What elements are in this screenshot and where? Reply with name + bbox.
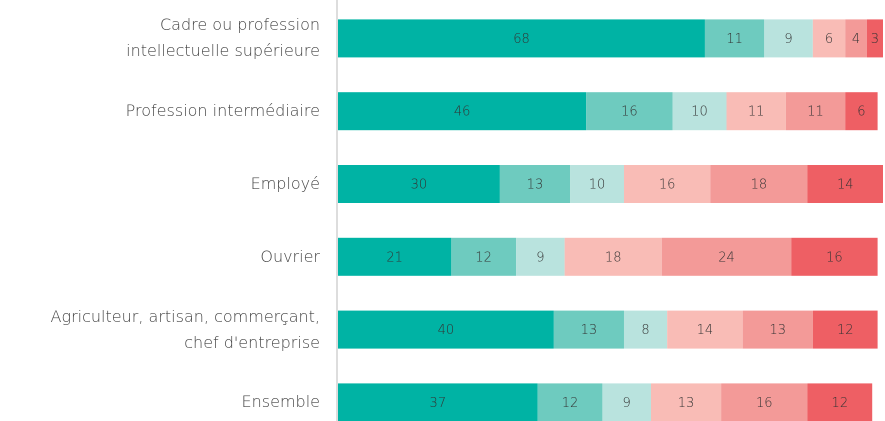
bar-segment <box>807 165 883 203</box>
value-label: 46 <box>454 105 471 120</box>
value-label: 11 <box>726 32 743 47</box>
value-label: 68 <box>513 32 530 47</box>
value-label: 21 <box>386 250 403 265</box>
bar-segment <box>812 19 846 58</box>
bar-segment <box>570 165 624 203</box>
category-label: Cadre ou profession intellectuelle supér… <box>126 15 320 61</box>
bar-segment <box>807 383 873 421</box>
value-label: 6 <box>825 32 833 47</box>
bar-segment <box>499 165 571 203</box>
bar-segment <box>672 92 727 131</box>
bar-segment <box>338 383 538 421</box>
value-label: 13 <box>678 396 695 411</box>
category-label: Agriculteur, artisan, commerçant, chef d… <box>50 306 320 352</box>
bar-segment <box>537 383 603 421</box>
value-label: 13 <box>770 323 787 338</box>
bar-segment <box>338 165 500 203</box>
value-label: 9 <box>536 250 544 265</box>
value-label: 3 <box>871 32 879 47</box>
value-label: 40 <box>438 323 455 338</box>
bar-segment <box>785 92 846 131</box>
bar-segment <box>845 92 878 131</box>
value-label: 11 <box>748 105 765 120</box>
value-label: 12 <box>475 250 492 265</box>
bar-segment <box>710 165 808 203</box>
value-label: 16 <box>621 105 638 120</box>
bar-segment <box>338 237 452 276</box>
bar-segment <box>650 383 722 421</box>
value-label: 24 <box>718 250 735 265</box>
value-label: 10 <box>691 105 708 120</box>
value-label: 18 <box>605 250 622 265</box>
bar-segment <box>742 310 813 349</box>
bar-segment <box>338 19 705 58</box>
value-label: 9 <box>784 32 792 47</box>
bar-segment <box>866 19 883 58</box>
bar-segment <box>338 92 587 131</box>
bar-segment <box>845 19 867 58</box>
bar-segment <box>338 310 554 349</box>
bar-segment <box>791 237 878 276</box>
bar-segment <box>602 383 651 421</box>
bar-segment <box>661 237 792 276</box>
bar-segment <box>704 19 765 58</box>
bar-segment <box>726 92 786 131</box>
bar-segment <box>451 237 517 276</box>
value-label: 13 <box>527 178 544 193</box>
value-label: 16 <box>756 396 773 411</box>
category-label: Employé <box>250 174 320 193</box>
value-label: 12 <box>832 396 849 411</box>
value-label: 18 <box>751 178 768 193</box>
bar-segment <box>553 310 624 349</box>
value-label: 9 <box>623 396 631 411</box>
category-label: Ouvrier <box>260 246 320 266</box>
value-label: 14 <box>837 178 854 193</box>
bar-segment <box>667 310 743 349</box>
category-label: Profession intermédiaire <box>125 101 320 121</box>
value-label: 16 <box>826 250 843 265</box>
value-label: 8 <box>641 323 649 338</box>
bar-segment <box>564 237 662 276</box>
value-label: 10 <box>589 178 606 193</box>
value-label: 4 <box>852 32 860 47</box>
value-label: 6 <box>857 105 865 120</box>
bar-segment <box>812 310 878 349</box>
value-label: 13 <box>581 323 598 338</box>
bar-segment <box>623 165 711 203</box>
bar-segment <box>764 19 813 58</box>
value-label: 14 <box>697 323 714 338</box>
category-label: Ensemble <box>241 392 320 412</box>
value-label: 12 <box>837 323 854 338</box>
bar-segment <box>721 383 808 421</box>
value-label: 37 <box>430 396 447 411</box>
bar-segment <box>516 237 565 276</box>
value-label: 16 <box>659 178 676 193</box>
value-label: 30 <box>411 178 428 193</box>
value-label: 12 <box>562 396 579 411</box>
value-label: 11 <box>807 105 824 120</box>
bar-segment <box>586 92 673 131</box>
bar-segment <box>623 310 668 349</box>
